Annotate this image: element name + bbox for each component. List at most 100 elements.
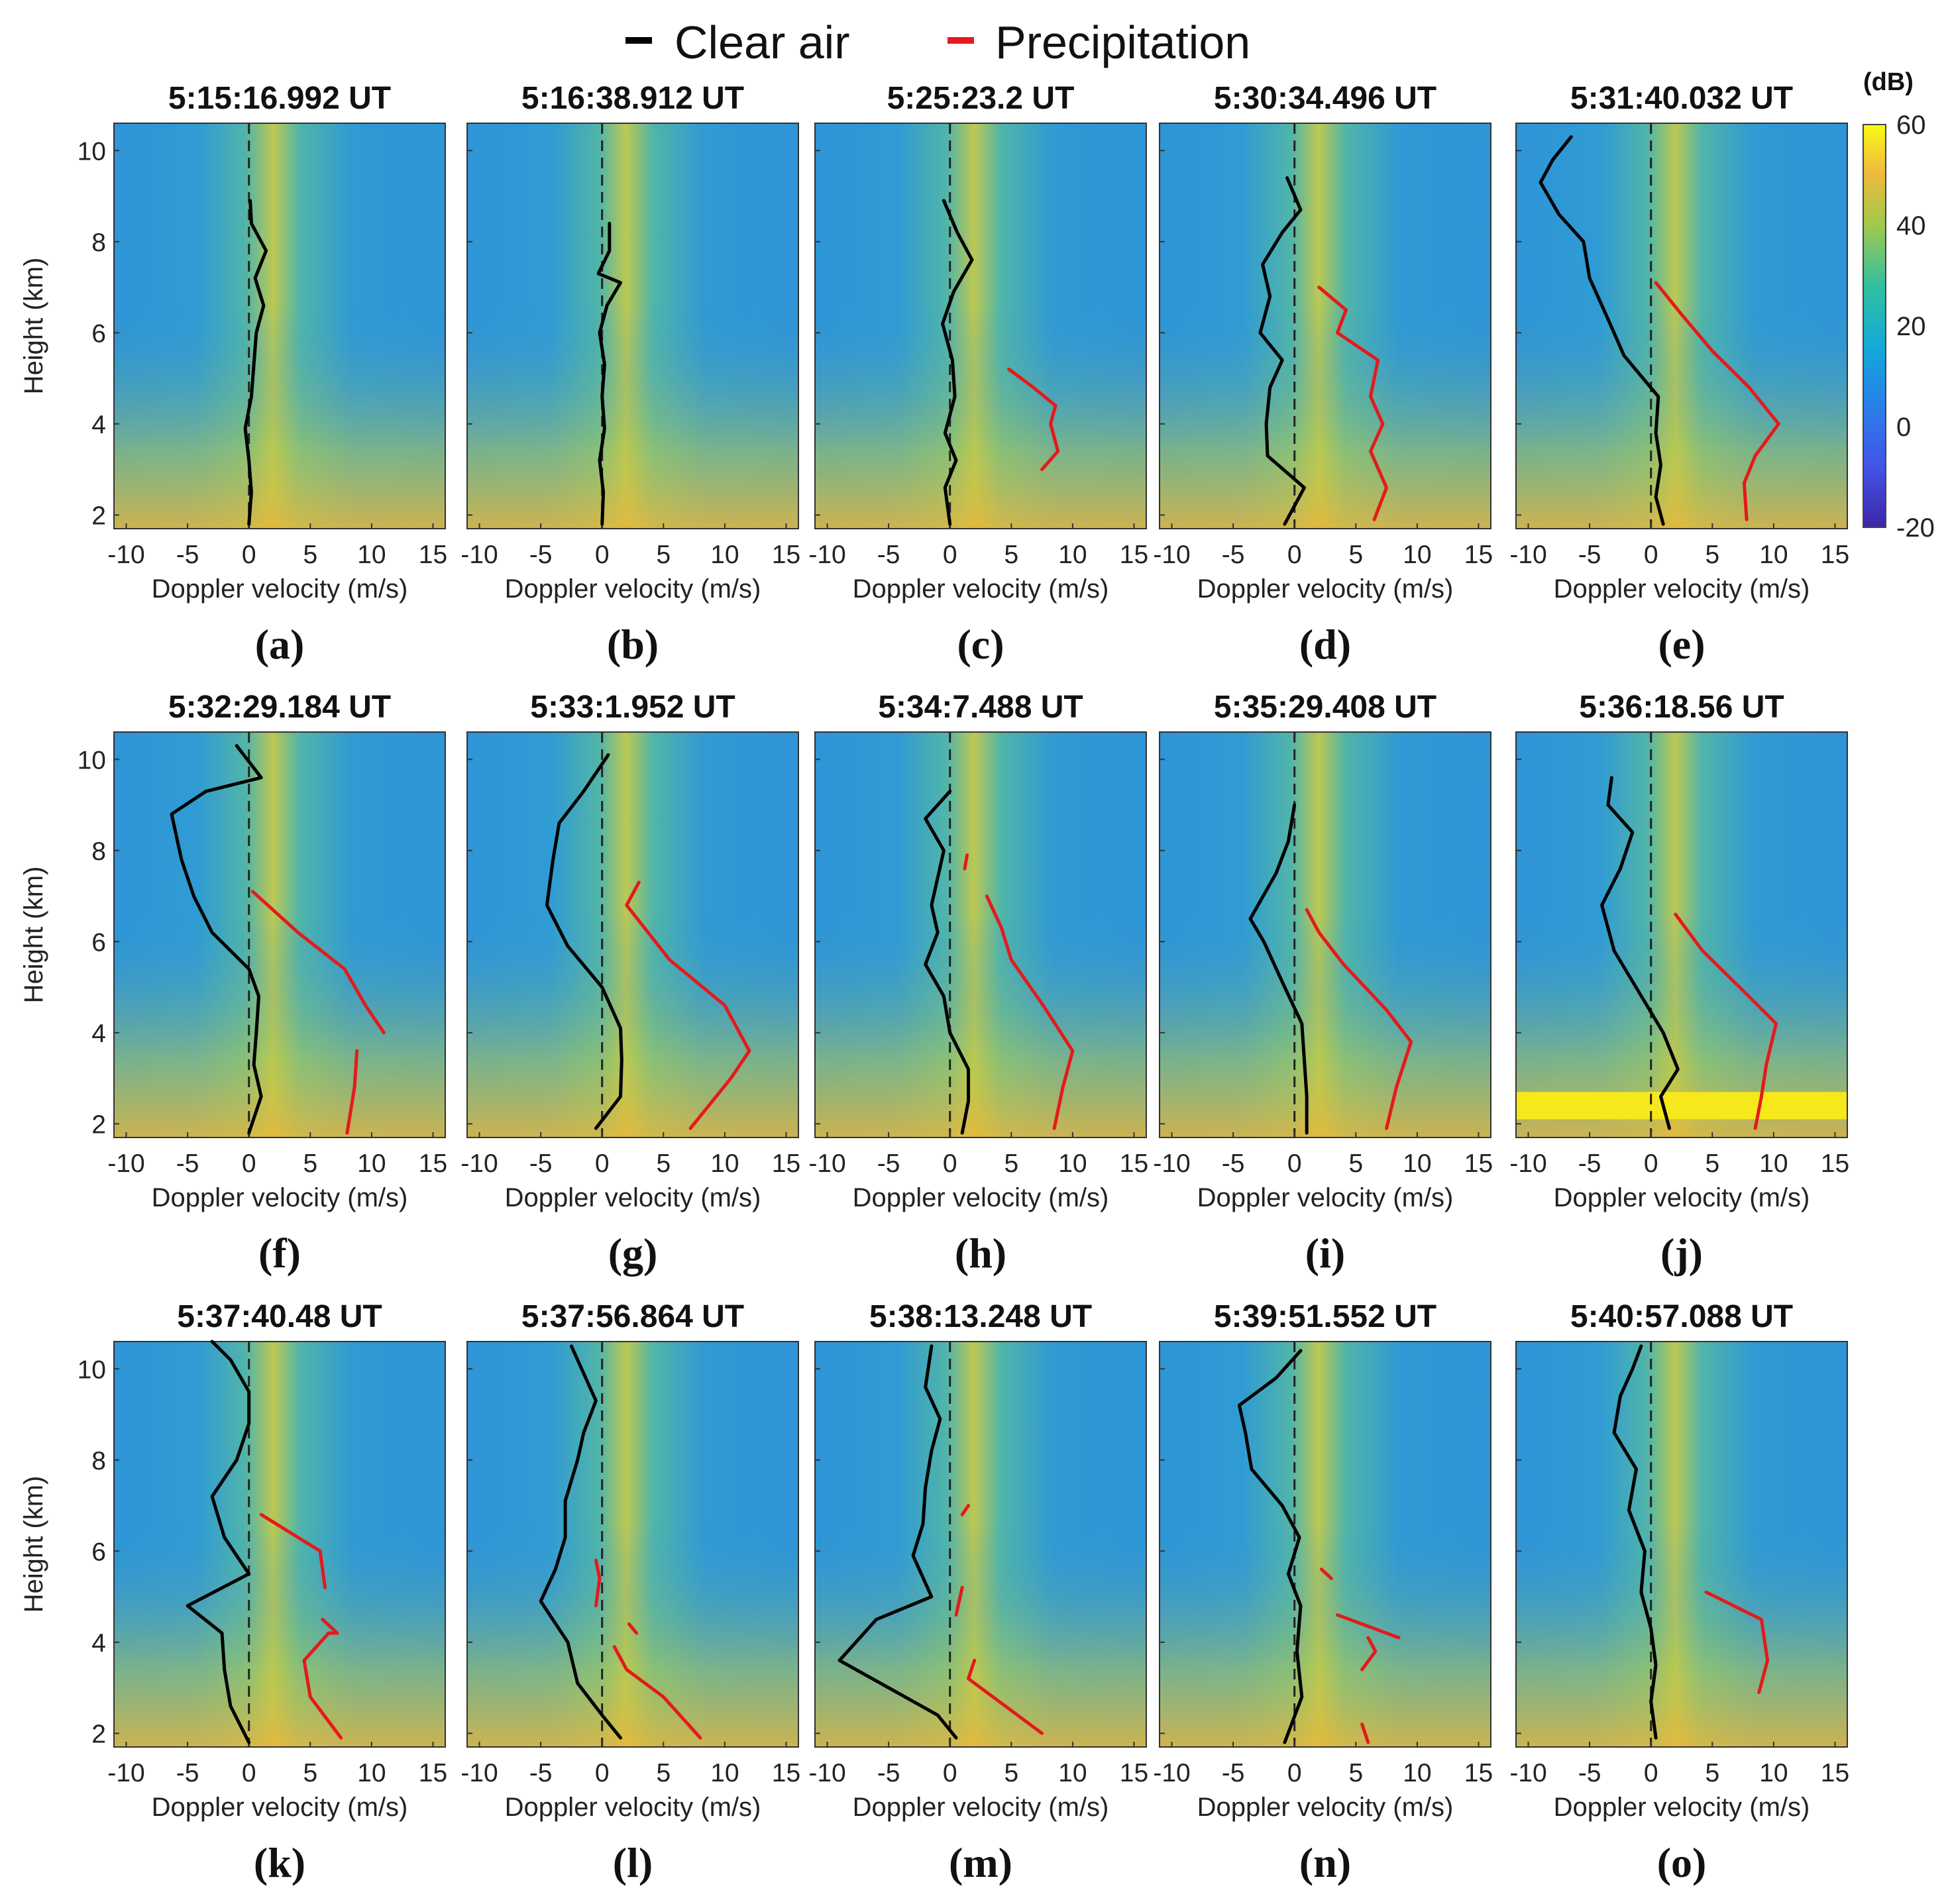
x-tick-label: 10	[1403, 1759, 1431, 1787]
clear-air-line	[186, 1340, 251, 1744]
x-tick-label: 15	[772, 1149, 800, 1178]
x-tick-label: -5	[1578, 541, 1601, 569]
x-tick-label: 0	[943, 1759, 957, 1787]
x-tick-label: -10	[460, 1149, 498, 1178]
x-tick-label: -5	[1578, 1149, 1601, 1178]
precipitation-line	[302, 1618, 343, 1740]
panel-title: 5:36:18.56 UT	[1579, 690, 1784, 725]
x-tick-label: -10	[107, 1149, 144, 1178]
precipitation-line	[1317, 286, 1389, 521]
panel-m: 5:38:13.248 UT -10 -5 0 5 10 15 Doppler velocit…	[808, 1299, 1148, 1886]
x-tick-label: -10	[107, 541, 144, 569]
x-tick-label: 5	[303, 541, 317, 569]
precipitation-line	[963, 853, 969, 871]
precipitation-line	[1360, 1636, 1378, 1671]
axes-frame	[466, 123, 799, 529]
precipitation-line	[960, 1504, 970, 1516]
x-tick-label: 0	[1287, 541, 1302, 569]
y-axis-label: Height (km)	[19, 867, 48, 1004]
clear-air-line	[596, 221, 622, 526]
panel-title: 5:35:29.408 UT	[1214, 690, 1436, 725]
x-axis-label: Doppler velocity (m/s)	[1197, 1793, 1454, 1822]
x-tick-label: 5	[1004, 1759, 1018, 1787]
panel-l: 5:37:56.864 UT -10 -5 0 5 10 15 Doppler velocit…	[460, 1299, 800, 1886]
x-tick-label: 0	[595, 1759, 610, 1787]
x-tick-label: 15	[419, 1149, 447, 1178]
panel-letter: (n)	[1299, 1839, 1351, 1886]
x-tick-label: 5	[656, 1759, 671, 1787]
panel-a: 5:15:16.992 UT -10 -5 0 5 10 15 Doppler velocit…	[19, 81, 447, 668]
y-tick-label: 2	[91, 1720, 106, 1748]
panel-h: 5:34:7.488 UT -10 -5 0 5 10 15 Doppler velocity…	[808, 690, 1148, 1277]
x-tick-label: -5	[877, 1759, 900, 1787]
clear-air-line	[941, 199, 974, 526]
panel-k: 5:37:40.48 UT -10 -5 0 5 10 15 Doppler velocity…	[19, 1299, 447, 1886]
x-tick-label: -5	[877, 541, 900, 569]
x-tick-label: 5	[1705, 541, 1719, 569]
y-axis-label: Height (km)	[19, 258, 48, 395]
x-tick-label: 15	[1120, 541, 1148, 569]
precipitation-line	[967, 1658, 1044, 1735]
colorbar-tick-minus-20: -20	[1896, 513, 1935, 543]
x-tick-label: -5	[529, 1759, 553, 1787]
colorbar-ramp	[1863, 124, 1886, 528]
spectrum-low-level-echo	[815, 305, 1146, 529]
panel-letter: (d)	[1299, 621, 1351, 668]
x-tick-label: 5	[1348, 1759, 1363, 1787]
precipitation-line	[1654, 281, 1780, 521]
panel-e: 5:31:40.032 UT -10 -5 0 5 10 15 Doppler velocit…	[1509, 81, 1849, 668]
x-tick-label: 0	[943, 1149, 957, 1178]
x-tick-label: -10	[460, 541, 498, 569]
panel-title: 5:31:40.032 UT	[1570, 81, 1793, 116]
x-tick-label: 5	[1348, 1149, 1363, 1178]
clear-air-line	[1237, 1349, 1304, 1744]
colorbar: (dB) 60 40 20 0 -20	[1863, 68, 1935, 543]
x-tick-label: -10	[1509, 541, 1546, 569]
y-tick-label: 8	[91, 229, 106, 257]
x-tick-label: -5	[529, 1149, 553, 1178]
panel-title: 5:37:56.864 UT	[521, 1299, 744, 1334]
spectrum-low-level-echo	[467, 914, 798, 1137]
x-tick-label: 15	[1464, 1149, 1493, 1178]
panel-title: 5:40:57.088 UT	[1570, 1299, 1793, 1334]
x-tick-label: -10	[808, 1759, 845, 1787]
x-tick-label: -10	[1153, 1149, 1190, 1178]
panel-letter: (f)	[258, 1230, 301, 1277]
clear-air-line	[838, 1344, 958, 1740]
axes-frame	[1159, 1341, 1491, 1748]
axes-frame	[1159, 731, 1491, 1138]
x-tick-label: 15	[772, 541, 800, 569]
x-tick-label: 10	[710, 1149, 739, 1178]
spectrum-low-level-echo	[1516, 305, 1847, 529]
precipitation-line	[345, 1049, 359, 1135]
x-tick-label: -10	[107, 1759, 144, 1787]
x-tick-label: 0	[1644, 541, 1658, 569]
x-tick-label: 0	[242, 1149, 256, 1178]
legend-swatch-precipitation	[947, 37, 974, 44]
colorbar-unit: (dB)	[1863, 68, 1914, 96]
spectrum-low-level-echo	[1160, 1524, 1491, 1747]
x-axis-label: Doppler velocity (m/s)	[1554, 1183, 1810, 1212]
panel-letter: (o)	[1657, 1839, 1707, 1886]
axes-frame	[814, 1341, 1147, 1748]
panel-letter: (c)	[957, 621, 1004, 668]
x-tick-label: 0	[1644, 1149, 1658, 1178]
x-tick-label: 15	[1821, 541, 1849, 569]
legend: Clear air Precipitation	[625, 17, 1250, 68]
clear-air-line	[539, 1344, 622, 1740]
clear-air-line	[1600, 776, 1680, 1130]
x-tick-label: -5	[176, 1759, 199, 1787]
precipitation-line	[627, 1622, 639, 1635]
panel-letter: (m)	[949, 1839, 1012, 1886]
precipitation-line	[1674, 912, 1778, 1130]
x-tick-label: 10	[1058, 1149, 1087, 1178]
panel-letter: (e)	[1658, 621, 1705, 668]
x-axis-label: Doppler velocity (m/s)	[152, 1793, 408, 1822]
clear-air-line	[1248, 803, 1309, 1135]
legend-label-clear-air: Clear air	[675, 17, 850, 68]
y-tick-label: 4	[91, 1629, 106, 1658]
panel-letter: (i)	[1305, 1230, 1345, 1277]
panel-d: 5:30:34.496 UT -10 -5 0 5 10 15 Doppler velocit…	[1153, 81, 1493, 668]
panel-title: 5:32:29.184 UT	[168, 690, 391, 725]
